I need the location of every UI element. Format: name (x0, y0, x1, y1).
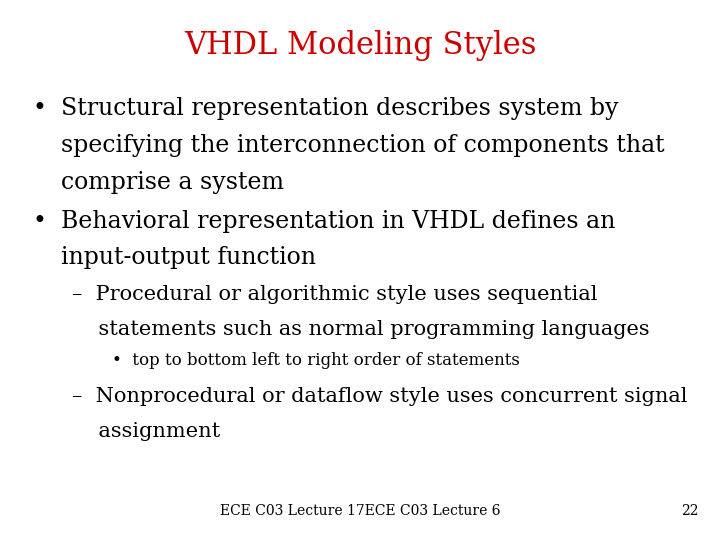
Text: –  Nonprocedural or dataflow style uses concurrent signal: – Nonprocedural or dataflow style uses c… (72, 387, 688, 406)
Text: 22: 22 (681, 504, 698, 518)
Text: assignment: assignment (72, 422, 220, 441)
Text: comprise a system: comprise a system (61, 171, 284, 194)
Text: Structural representation describes system by: Structural representation describes syst… (61, 97, 618, 120)
Text: •: • (32, 210, 46, 233)
Text: ECE C03 Lecture 17ECE C03 Lecture 6: ECE C03 Lecture 17ECE C03 Lecture 6 (220, 504, 500, 518)
Text: •: • (32, 97, 46, 120)
Text: •  top to bottom left to right order of statements: • top to bottom left to right order of s… (112, 352, 519, 368)
Text: –  Procedural or algorithmic style uses sequential: – Procedural or algorithmic style uses s… (72, 285, 598, 304)
Text: statements such as normal programming languages: statements such as normal programming la… (72, 320, 649, 339)
Text: Behavioral representation in VHDL defines an: Behavioral representation in VHDL define… (61, 210, 616, 233)
Text: input-output function: input-output function (61, 246, 316, 269)
Text: VHDL Modeling Styles: VHDL Modeling Styles (184, 30, 536, 60)
Text: specifying the interconnection of components that: specifying the interconnection of compon… (61, 134, 665, 157)
